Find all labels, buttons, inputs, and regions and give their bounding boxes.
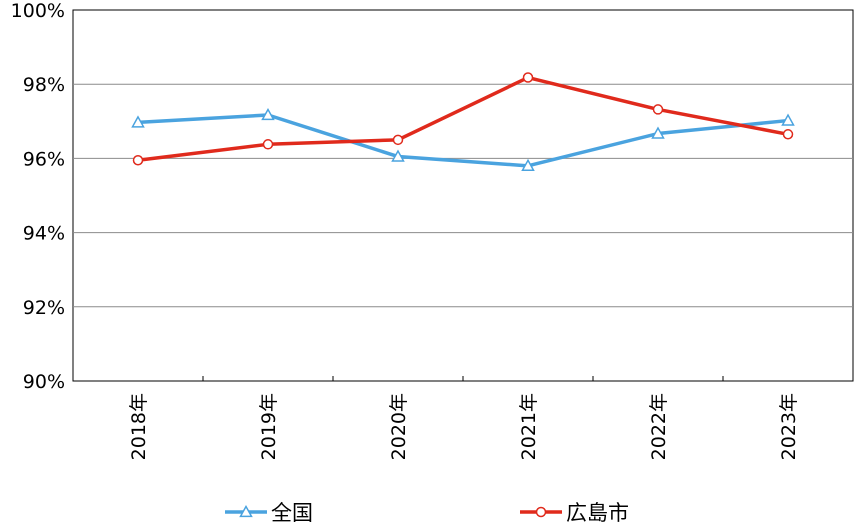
gridlines — [73, 83, 853, 308]
data-point-series-2 — [652, 104, 664, 115]
x-tick-label: 2023年 — [778, 393, 800, 460]
series-group — [131, 72, 795, 171]
plot-area — [72, 9, 854, 382]
data-point-series-1 — [651, 126, 665, 139]
data-point-series-2 — [392, 134, 404, 146]
data-point-series-1 — [391, 149, 405, 162]
x-tick-label: 2022年 — [648, 393, 670, 460]
legend-marker — [239, 504, 253, 518]
series-line-2 — [137, 75, 789, 162]
legend-label: 全国 — [271, 501, 313, 525]
y-tick-label: 100% — [11, 0, 65, 22]
data-point-series-2 — [262, 139, 274, 150]
y-tick-label: 92% — [23, 297, 65, 319]
y-axis-ticks: 90% 92% 94% 96% 98% 100% — [11, 0, 65, 393]
y-tick-label: 94% — [23, 223, 65, 245]
legend-label: 広島市 — [566, 501, 629, 525]
y-tick-label: 98% — [23, 74, 65, 96]
data-point-series-2 — [522, 72, 534, 83]
x-tick-label: 2018年 — [128, 393, 150, 460]
data-point-series-1 — [261, 107, 275, 121]
x-tick-label: 2020年 — [388, 393, 410, 460]
legend-marker — [535, 506, 547, 518]
data-point-series-1 — [521, 158, 535, 171]
y-tick-label: 96% — [23, 148, 65, 170]
data-point-series-1 — [781, 113, 795, 126]
series-line-1 — [137, 113, 789, 168]
x-axis-ticks: 2018年 2019年 2020年 2021年 2022年 2023年 — [128, 376, 800, 460]
y-tick-label: 90% — [23, 371, 65, 393]
x-tick-label: 2021年 — [518, 393, 540, 460]
data-point-series-2 — [132, 155, 144, 166]
x-tick-label: 2019年 — [258, 393, 280, 460]
legend: 全国 広島市 — [225, 501, 629, 525]
data-point-series-1 — [131, 115, 145, 128]
data-point-series-2 — [782, 129, 794, 140]
